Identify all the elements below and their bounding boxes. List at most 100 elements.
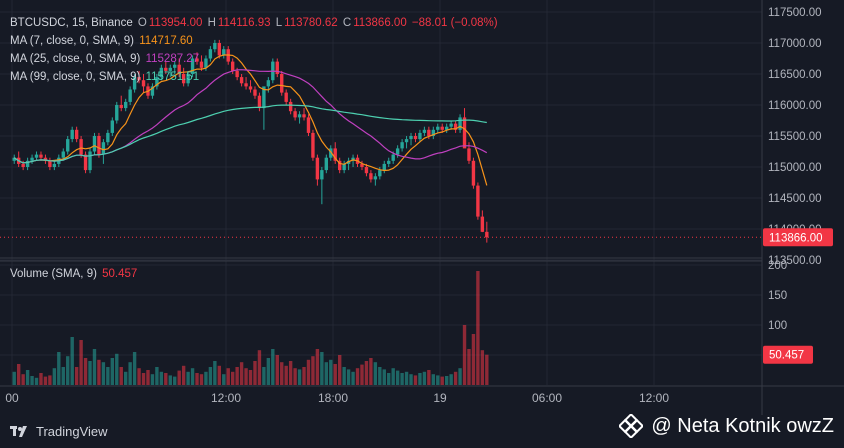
candle-body [315,157,320,180]
last-volume-label: 50.457 [769,350,804,362]
price-tick-label: 117000.00 [768,38,822,50]
candle-body [159,67,164,78]
volume-bar [213,361,217,385]
candle-body [395,148,400,155]
volume-bar [168,375,172,385]
candle-body [302,114,306,118]
candle-body [418,132,422,140]
volume-bar [306,359,311,385]
candle-body [404,139,409,143]
time-tick-label: 12:00 [639,391,669,405]
volume-bar [48,375,52,385]
volume-bar [311,356,315,385]
candle-body [248,86,253,90]
candle-body [400,142,404,149]
candle-body [155,77,159,87]
candle-body [25,160,30,167]
volume-bar [480,350,485,385]
volume-bar [97,359,101,385]
candle-body [311,132,315,158]
candle-body [280,74,284,93]
volume-bar [467,349,471,385]
volume-bar [449,374,453,385]
volume-bar [204,371,208,385]
volume-bar [257,350,262,385]
volume-bar [288,361,293,385]
volume-bar [253,361,257,385]
grid-lines [0,0,844,415]
candle-body [360,163,364,167]
candle-body [43,157,48,161]
candle-body [342,163,346,171]
volume-bar [173,376,177,385]
watermark-text: @ Neta Kotnik owzZ [651,414,834,437]
volume-axis[interactable]: 2001501005050.457 [763,260,813,364]
diamond-logo-icon [619,414,644,438]
volume-bar [244,368,248,385]
ma7-line [13,54,488,186]
volume-tick-label: 200 [768,260,787,272]
ma25-value: 115287.27 [145,53,200,65]
last-price-label: 113866.00 [769,232,823,244]
volume-bar [12,371,16,385]
time-axis[interactable]: 00 12:00 18:00 19 06:00 12:00 [5,391,669,405]
volume-bar [462,325,467,385]
time-tick-label: 19 [433,391,447,405]
volume-label: Volume (SMA, 9) [10,268,97,280]
candle-body [471,160,476,186]
candle-body [12,157,16,161]
candle-body [186,74,190,84]
volume-bar [21,374,25,385]
volume-bar [110,358,115,385]
volume-bar [119,367,123,385]
candle-body [74,129,79,140]
time-tick-label: 12:00 [211,391,241,405]
candle-body [97,136,101,155]
volume-value: 50.457 [102,268,138,280]
symbol-label[interactable]: BTCUSDC, 15, Binance [10,17,133,29]
volume-bar [30,376,34,385]
candle-body [266,80,271,87]
volume-bar [373,362,378,385]
candle-body [288,101,293,112]
watermark: @ Neta Kotnik owzZ [619,414,834,438]
ma99-legend[interactable]: MA (99, close, 0, SMA, 9) 115751.51 [10,71,201,83]
volume-legend[interactable]: Volume (SMA, 9) 50.457 [10,268,139,280]
time-tick-label: 06:00 [532,391,562,405]
price-tick-label: 113500.00 [768,255,822,267]
candles [12,39,489,243]
price-axis[interactable]: 117500.00 117000.00 116500.00 116000.00 1155… [763,7,833,267]
candle-body [444,126,449,130]
volume-bar [74,367,79,385]
volume-bar [128,362,132,385]
candle-body [337,160,342,171]
candle-body [101,142,106,155]
volume-bar [25,370,30,385]
volume-bar [150,374,155,385]
volume-bars [12,271,489,385]
volume-bar [115,353,119,385]
volume-bar [239,362,244,385]
candle-body [320,170,324,180]
volume-bar [177,370,181,385]
candle-body [66,139,70,152]
volume-bar [92,349,97,385]
volume-bar [413,375,418,385]
candle-body [115,105,119,121]
volume-bar [436,375,440,385]
ma25-legend[interactable]: MA (25, close, 0, SMA, 9) 115287.27 [10,53,201,65]
volume-bar [39,373,43,385]
candle-body [253,89,257,96]
tradingview-logo[interactable]: TradingView [10,424,108,439]
volume-bar [70,337,74,385]
volume-bar [404,371,409,385]
volume-bar [230,371,235,385]
volume-bar [181,365,186,385]
ma7-legend[interactable]: MA (7, close, 0, SMA, 9) 114717.60 [10,35,195,47]
candle-body [476,185,480,217]
volume-bar [34,377,39,385]
candle-body [222,49,226,56]
volume-bar [137,368,141,385]
volume-bar [57,352,61,385]
